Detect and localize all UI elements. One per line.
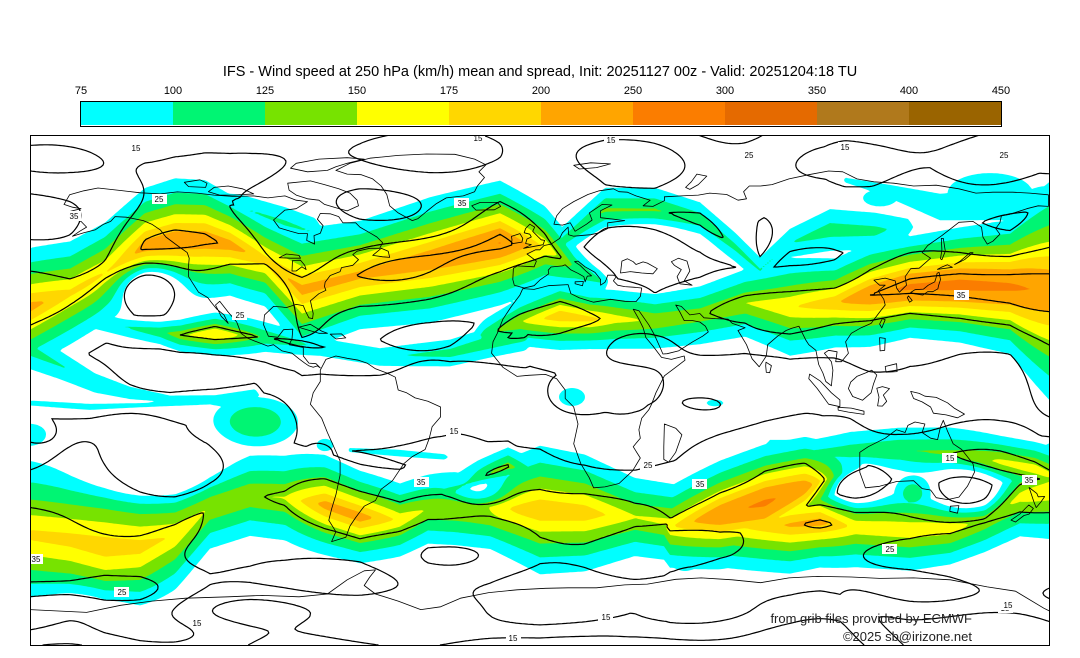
svg-text:15: 15 [1004,601,1013,610]
svg-text:35: 35 [70,212,79,221]
svg-text:15: 15 [946,454,955,463]
svg-text:15: 15 [132,144,141,153]
svg-text:25: 25 [1000,151,1009,160]
svg-text:35: 35 [957,291,966,300]
svg-text:25: 25 [236,311,245,320]
svg-text:15: 15 [602,613,611,622]
svg-text:25: 25 [886,545,895,554]
svg-text:15: 15 [607,136,616,145]
svg-text:25: 25 [155,195,164,204]
svg-text:35: 35 [696,480,705,489]
svg-text:15: 15 [474,135,483,143]
svg-text:15: 15 [450,427,459,436]
svg-text:25: 25 [644,461,653,470]
svg-text:35: 35 [32,555,41,564]
svg-text:25: 25 [745,151,754,160]
svg-text:25: 25 [118,588,127,597]
svg-text:35: 35 [417,478,426,487]
svg-text:15: 15 [193,619,202,628]
svg-text:15: 15 [509,634,518,643]
svg-text:35: 35 [458,199,467,208]
svg-text:35: 35 [1025,476,1034,485]
svg-text:15: 15 [841,143,850,152]
